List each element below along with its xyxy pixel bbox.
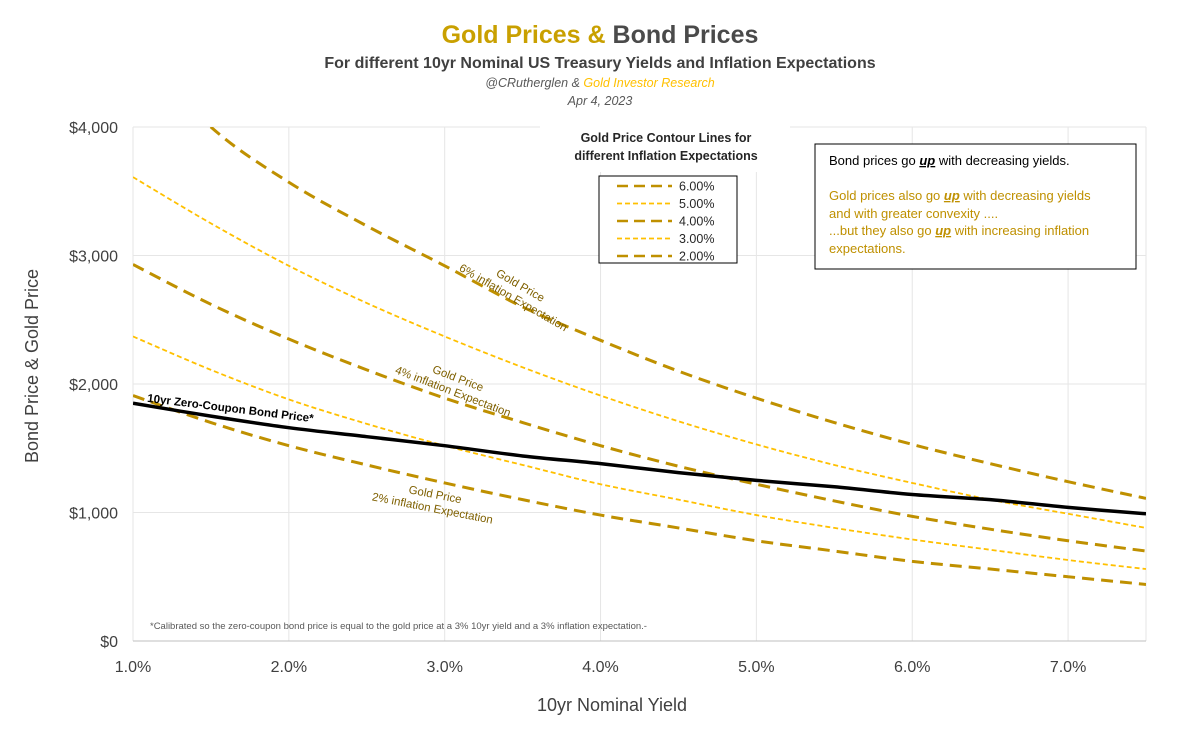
legend-item-label: 6.00% [679,180,714,194]
x-tick-label: 4.0% [582,659,618,676]
legend-box [598,175,738,264]
series-line-gold-4pct [133,263,1146,553]
legend-items: 6.00% 5.00% 4.00% 3.00% 2.00% [617,180,714,264]
note-line2: Gold prices also go up with decreasing y… [829,188,1091,203]
note-line1: Bond prices go up with decreasing yields… [829,153,1070,168]
note-line4-pre: ...but they also go [829,223,935,238]
annotation-gold-6pct: Gold Price 6% inflation Expectation [457,262,569,334]
note-box: Bond prices go up with decreasing yields… [814,143,1137,270]
y-tick-label: $3,000 [69,249,118,266]
y-tick-label: $1,000 [69,506,118,523]
x-tick-label: 3.0% [426,659,462,676]
note-line4-post: with increasing inflation [951,223,1089,238]
note-line4: ...but they also go up with increasing i… [829,223,1089,238]
series-line-gold-6pct [208,127,1146,500]
legend-item-label: 5.00% [679,197,714,211]
x-axis-title: 10yr Nominal Yield [537,695,687,715]
note-line4-em: up [935,223,951,238]
credit-author: @CRutherglen [485,76,568,90]
series-lines [133,127,1146,586]
note-line2-em: up [944,188,960,203]
x-tick-label: 5.0% [738,659,774,676]
annotation-gold-6pct-line2: 6% inflation Expectation [457,262,569,334]
y-tick-label: $0 [100,634,118,651]
legend-title-line2: different Inflation Expectations [574,149,757,163]
series-line-gold-2pct [133,394,1146,586]
legend-title-backdrop [540,126,790,172]
credit-org: Gold Investor Research [583,76,714,90]
legend-title-line1: Gold Price Contour Lines for [581,131,752,145]
note-line3: and with greater convexity .... [829,206,998,221]
series-line-gold-3pct [133,335,1146,570]
note-line1-em: up [919,153,935,168]
chart-date: Apr 4, 2023 [567,94,633,108]
x-tick-label: 7.0% [1050,659,1086,676]
x-axis-ticks: 1.0% 2.0% 3.0% 4.0% 5.0% 6.0% 7.0% [115,659,1087,676]
legend-item-label: 4.00% [679,215,714,229]
chart-credit: @CRutherglen & Gold Investor Research [485,76,715,90]
legend-item-label: 3.00% [679,232,714,246]
chart-title-part2: Bond Prices [606,21,759,49]
chart-title: Gold Prices & Bond Prices [442,21,759,49]
series-line-bond [133,401,1146,516]
note-box-border [814,143,1137,270]
credit-amp: & [568,76,583,90]
y-axis-ticks: $0 $1,000 $2,000 $3,000 $4,000 [69,120,118,651]
x-tick-label: 6.0% [894,659,930,676]
note-line2-post: with decreasing yields [960,188,1091,203]
note-line5: expectations. [829,241,906,256]
chart-title-part1: Gold Prices & [442,21,606,49]
y-tick-label: $2,000 [69,377,118,394]
annotation-gold-2pct: Gold Price 2% inflation Expectation [371,484,494,526]
y-tick-label: $4,000 [69,120,118,137]
note-line1-pre: Bond prices go [829,153,919,168]
legend-item-label: 2.00% [679,250,714,264]
y-axis-title: Bond Price & Gold Price [22,269,42,463]
footnote: *Calibrated so the zero-coupon bond pric… [150,621,647,632]
note-line2-pre: Gold prices also go [829,188,944,203]
series-line-gold-5pct [133,176,1146,529]
legend: 6.00% 5.00% 4.00% 3.00% 2.00% [598,175,738,264]
chart-subtitle: For different 10yr Nominal US Treasury Y… [324,55,875,72]
note-line1-post: with decreasing yields. [935,153,1069,168]
x-tick-label: 1.0% [115,659,151,676]
x-tick-label: 2.0% [271,659,307,676]
